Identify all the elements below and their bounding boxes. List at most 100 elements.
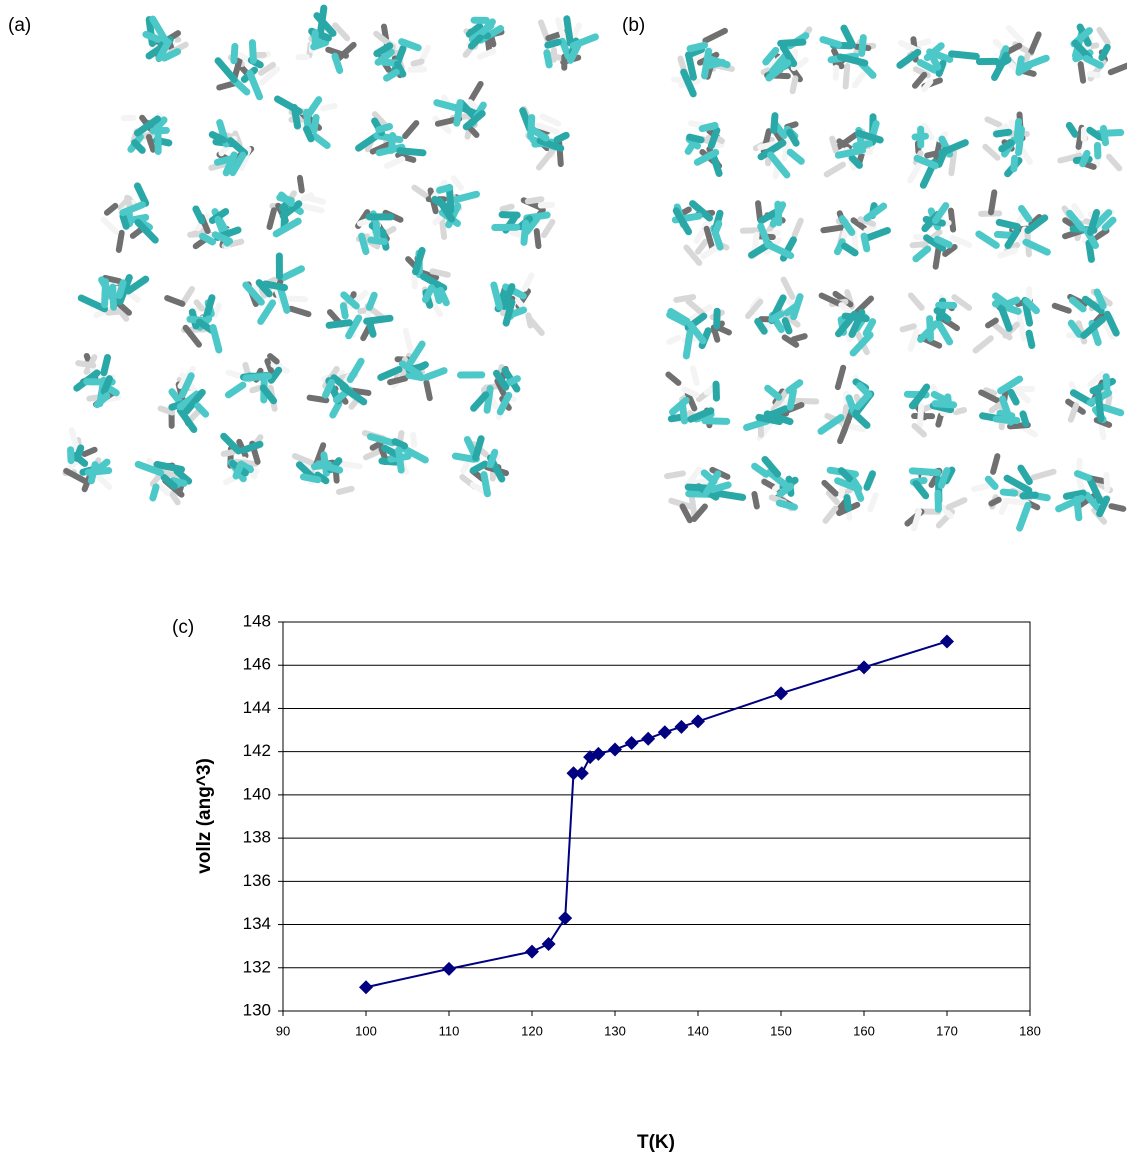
molecule-stick <box>502 298 516 327</box>
molecule-stick <box>173 467 193 485</box>
y-tick-label: 130 <box>243 1000 271 1019</box>
molecule-stick <box>255 279 273 298</box>
molecule-stick <box>129 213 150 224</box>
molecule-stick <box>486 448 499 469</box>
molecule-stick <box>373 42 394 58</box>
y-tick-label: 146 <box>243 655 271 674</box>
molecule-stick <box>854 390 873 411</box>
panel-label: (b) <box>622 15 645 36</box>
molecule-stick <box>277 284 291 314</box>
data-point <box>624 736 639 751</box>
molecule-stick <box>997 375 1024 395</box>
molecule-stick <box>774 200 783 227</box>
molecule-stick <box>838 215 856 236</box>
molecule-stick <box>911 508 922 532</box>
molecule-stick <box>942 243 958 257</box>
molecule-stick <box>279 200 303 220</box>
molecule-stick <box>232 460 245 480</box>
molecule-stick <box>421 284 436 304</box>
molecule-stick <box>410 431 418 448</box>
molecule-stick <box>358 232 370 256</box>
molecule-stick <box>87 461 99 485</box>
molecule-stick <box>765 59 792 82</box>
molecule-stick <box>695 238 709 255</box>
molecule-stick <box>563 15 574 47</box>
molecule-stick <box>1094 391 1105 423</box>
molecule-stick <box>689 200 713 222</box>
molecule-stick <box>311 132 331 149</box>
molecule-stick <box>665 371 682 386</box>
molecule-stick <box>322 378 336 399</box>
x-tick-label: 130 <box>604 1023 626 1038</box>
molecule-stick <box>119 201 146 217</box>
molecule-stick <box>1003 474 1033 494</box>
molecule-stick <box>535 147 556 171</box>
data-point <box>591 746 606 761</box>
molecule-stick <box>1028 31 1042 55</box>
molecule-stick <box>683 244 703 266</box>
molecule-stick <box>411 184 432 201</box>
molecule-stick <box>345 314 363 340</box>
molecule-stick <box>533 228 542 250</box>
molecule-stick <box>498 211 521 219</box>
molecule-stick <box>534 122 560 135</box>
molecule-stick <box>373 132 404 144</box>
x-tick-label: 110 <box>439 1023 460 1038</box>
molecule-stick <box>449 190 481 204</box>
molecule-stick <box>921 122 935 141</box>
molecule-stick <box>480 471 491 498</box>
molecule-stick <box>450 175 465 191</box>
molecule-stick <box>402 327 414 353</box>
x-tick-label: 160 <box>853 1023 875 1038</box>
x-tick-label: 170 <box>936 1023 958 1038</box>
molecule-stick <box>686 45 706 58</box>
molecule-stick <box>103 202 119 216</box>
molecule-stick <box>242 372 273 382</box>
molecule-stick <box>777 38 807 47</box>
data-point <box>525 944 539 959</box>
molecule-stick <box>933 235 953 249</box>
molecule-stick <box>786 387 797 411</box>
molecule-stick <box>396 147 427 157</box>
molecule-stick <box>131 139 146 154</box>
molecule-stick <box>992 292 1014 310</box>
molecule-stick <box>840 404 850 429</box>
molecule-stick <box>770 389 789 413</box>
molecule-stick <box>346 357 365 383</box>
molecule-stick <box>907 328 920 352</box>
molecule-stick <box>216 80 238 91</box>
molecule-stick <box>790 333 808 343</box>
molecule-stick <box>1080 315 1107 339</box>
molecule-stick <box>751 462 770 478</box>
molecule-stick <box>680 68 697 98</box>
molecule-stick <box>68 427 81 454</box>
molecule-stick <box>819 36 843 49</box>
molecule-stick <box>483 385 494 414</box>
molecule-stick <box>1105 153 1123 172</box>
molecule-stick <box>666 311 693 329</box>
molecule-stick <box>1067 319 1083 338</box>
molecule-stick <box>917 320 940 343</box>
molecule-stick <box>393 60 407 78</box>
molecule-stick <box>863 224 878 234</box>
molecule-stick <box>306 394 330 404</box>
molecule-stick <box>525 312 534 329</box>
molecule-stick <box>124 275 150 295</box>
data-point <box>574 766 589 781</box>
molecule-stick <box>1022 297 1040 315</box>
molecule-stick <box>684 51 697 81</box>
molecule-stick <box>823 161 846 178</box>
y-tick-label: 134 <box>243 914 271 933</box>
molecule-stick <box>63 467 89 485</box>
data-point <box>857 660 871 675</box>
molecule-stick <box>91 469 113 491</box>
molecule-stick <box>438 214 448 241</box>
molecule-stick <box>410 58 425 67</box>
molecule-stick <box>119 212 130 230</box>
y-tick-label: 132 <box>243 957 271 976</box>
molecule-stick <box>258 61 277 76</box>
molecule-stick <box>817 414 845 435</box>
molecule-stick <box>467 34 484 50</box>
molecule-stick <box>992 128 1013 138</box>
molecule-stick <box>429 268 451 278</box>
